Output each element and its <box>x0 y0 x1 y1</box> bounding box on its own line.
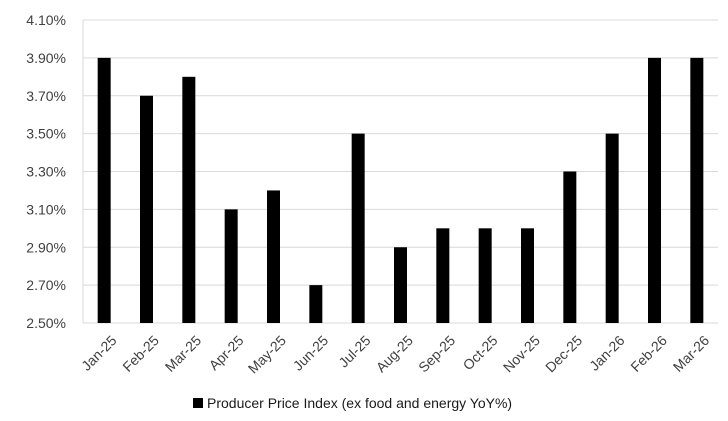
x-tick-label: Jul-25 <box>335 332 373 370</box>
x-tick-label: Aug-25 <box>373 332 416 375</box>
x-tick-label: Feb-25 <box>119 332 162 375</box>
y-tick-label: 4.10% <box>26 12 66 28</box>
bar <box>351 133 365 323</box>
y-axis-ticks: 2.50% 2.70% 2.90% 3.10% 3.30% 3.50% 3.70% 3.90%… <box>26 12 66 331</box>
x-tick-label: Feb-26 <box>627 332 670 375</box>
bar <box>690 57 704 323</box>
bar <box>521 228 534 323</box>
bar <box>97 57 111 323</box>
bar <box>224 209 238 323</box>
legend-swatch <box>193 398 203 408</box>
x-tick-label: Sep-25 <box>415 332 458 375</box>
bar <box>394 247 407 323</box>
bars <box>97 57 704 323</box>
bar <box>563 171 577 323</box>
legend: Producer Price Index (ex food and energy… <box>193 395 512 411</box>
x-tick-label: Mar-26 <box>670 332 713 375</box>
bar <box>309 285 323 323</box>
bar <box>478 228 492 323</box>
y-tick-label: 3.70% <box>26 88 66 104</box>
y-tick-label: 2.70% <box>26 277 66 293</box>
bar <box>648 57 661 323</box>
x-tick-label: May-25 <box>245 332 289 376</box>
y-tick-label: 3.10% <box>26 201 66 217</box>
bar <box>267 190 280 323</box>
bar <box>436 228 450 323</box>
legend-label: Producer Price Index (ex food and energy… <box>207 395 512 411</box>
bar <box>182 76 196 323</box>
x-tick-label: Jun-25 <box>290 332 332 374</box>
x-tick-label: Apr-25 <box>206 332 247 373</box>
y-tick-label: 2.50% <box>26 315 66 331</box>
x-tick-label: Jan-26 <box>586 332 628 374</box>
x-tick-label: Nov-25 <box>500 332 543 375</box>
bar <box>140 95 153 323</box>
x-tick-label: Jan-25 <box>78 332 120 374</box>
x-tick-label: Oct-25 <box>460 332 501 373</box>
y-tick-label: 3.90% <box>26 50 66 66</box>
y-tick-label: 2.90% <box>26 239 66 255</box>
y-tick-label: 3.50% <box>26 126 66 142</box>
y-tick-label: 3.30% <box>26 164 66 180</box>
x-tick-label: Mar-25 <box>162 332 205 375</box>
x-tick-label: Dec-25 <box>542 332 585 375</box>
bar <box>605 133 619 323</box>
